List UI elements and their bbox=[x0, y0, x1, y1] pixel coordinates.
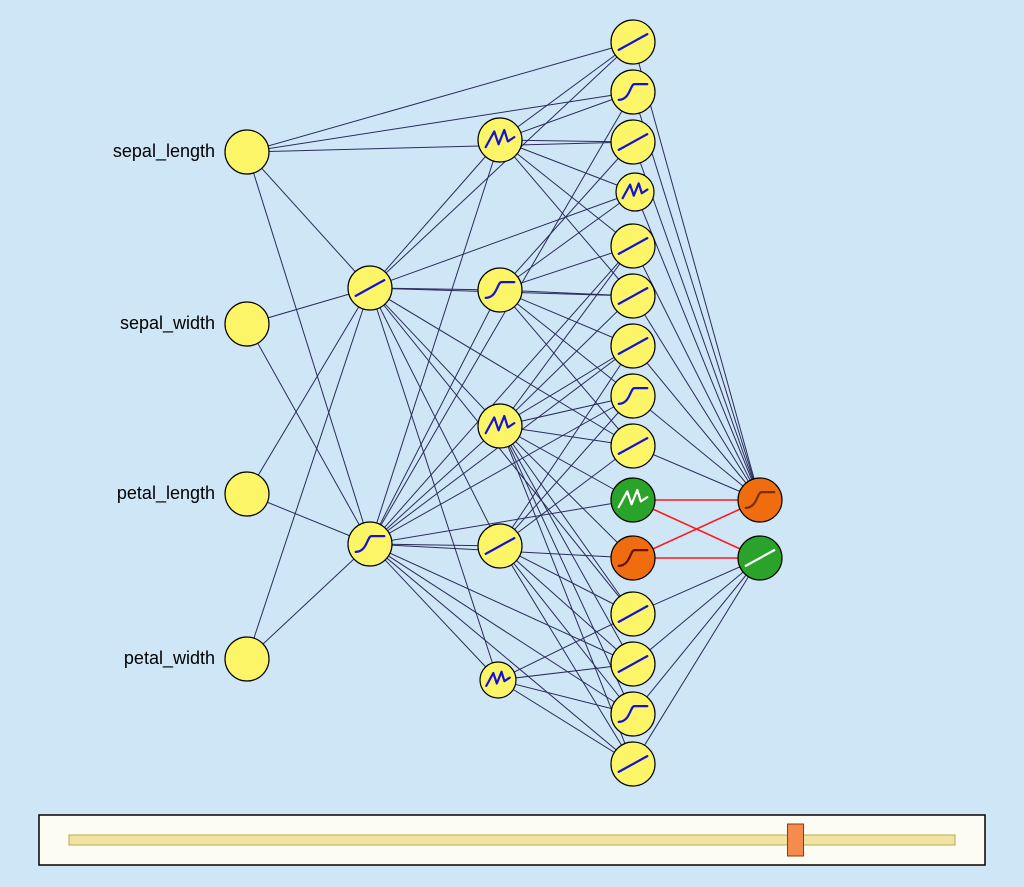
undefined-node[interactable] bbox=[225, 637, 269, 681]
undefined-node[interactable] bbox=[611, 120, 655, 164]
undefined-node[interactable] bbox=[348, 522, 392, 566]
undefined-node[interactable] bbox=[611, 592, 655, 636]
input-label: sepal_length bbox=[113, 141, 215, 162]
network-diagram: sepal_length sepal_width petal_lengthpetal… bbox=[0, 0, 1024, 887]
undefined-node[interactable] bbox=[225, 130, 269, 174]
input-label: sepal_width bbox=[120, 313, 215, 334]
undefined-node[interactable] bbox=[611, 324, 655, 368]
undefined-node[interactable] bbox=[225, 472, 269, 516]
undefined-node[interactable] bbox=[738, 536, 782, 580]
undefined-node[interactable] bbox=[480, 662, 516, 698]
undefined-node[interactable] bbox=[611, 536, 655, 580]
undefined-node[interactable] bbox=[348, 266, 392, 310]
undefined-node[interactable] bbox=[611, 424, 655, 468]
undefined-node[interactable] bbox=[478, 118, 522, 162]
undefined-node[interactable] bbox=[738, 478, 782, 522]
undefined-node[interactable] bbox=[478, 404, 522, 448]
undefined-node[interactable] bbox=[611, 274, 655, 318]
undefined-node[interactable] bbox=[616, 173, 654, 211]
undefined-node[interactable] bbox=[611, 224, 655, 268]
input-label: petal_width bbox=[124, 648, 215, 669]
undefined-node[interactable] bbox=[225, 302, 269, 346]
undefined-node[interactable] bbox=[611, 478, 655, 522]
input-label: petal_length bbox=[117, 483, 215, 504]
timeline-slider[interactable] bbox=[39, 815, 985, 865]
undefined-node[interactable] bbox=[611, 742, 655, 786]
undefined-node[interactable] bbox=[611, 642, 655, 686]
undefined-node[interactable] bbox=[611, 374, 655, 418]
undefined-node[interactable] bbox=[611, 20, 655, 64]
undefined-node[interactable] bbox=[478, 524, 522, 568]
undefined-node[interactable] bbox=[478, 268, 522, 312]
undefined-node[interactable] bbox=[611, 692, 655, 736]
slider-handle[interactable] bbox=[788, 824, 804, 856]
slider-track[interactable] bbox=[69, 835, 955, 845]
undefined-node[interactable] bbox=[611, 70, 655, 114]
